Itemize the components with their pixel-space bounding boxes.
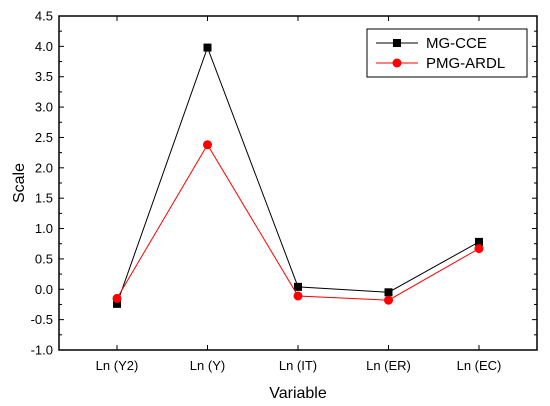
data-point-mg-cce — [384, 288, 393, 297]
y-tick-label: 3.0 — [35, 100, 53, 115]
y-tick-label: 4.5 — [35, 9, 53, 24]
legend-label-pmg-ardl: PMG-ARDL — [426, 55, 505, 72]
y-tick-label: 0.5 — [35, 251, 53, 266]
y-axis: -1.0 -0.5 0.0 0.5 1.0 1.5 2.0 2.5 3.0 3.5 4.0 4.5 — [31, 9, 537, 358]
series-line-pmg-ardl — [116, 143, 480, 301]
y-tick-label: 3.5 — [35, 69, 53, 84]
legend-marker-mg-cce — [393, 39, 401, 47]
data-point-pmg-ardl — [474, 244, 484, 254]
x-tick-label: Ln (Y2) — [96, 358, 139, 373]
data-point-mg-cce — [475, 237, 483, 246]
y-tick-label: -1.0 — [31, 343, 53, 358]
legend: MG-CCE PMG-ARDL — [366, 28, 528, 78]
y-tick-label: 1.5 — [35, 191, 53, 206]
series-layer — [112, 43, 484, 308]
data-point-mg-cce — [294, 282, 302, 291]
data-point-pmg-ardl — [384, 295, 393, 305]
y-tick-label: 4.0 — [35, 39, 53, 54]
y-tick-label: -0.5 — [31, 312, 53, 327]
legend-marker-pmg-ardl — [392, 58, 402, 68]
y-tick-label: 0.0 — [35, 282, 53, 297]
data-point-pmg-ardl — [112, 293, 122, 303]
legend-box — [366, 28, 528, 78]
x-tick-label: Ln (ER) — [366, 358, 411, 373]
x-tick-label: Ln (IT) — [279, 358, 317, 373]
x-axis: Ln (Y2) Ln (Y) Ln (IT) Ln (ER) Ln (EC) — [96, 16, 502, 373]
legend-label-mg-cce: MG-CCE — [426, 35, 487, 52]
y-axis-title: Scale — [11, 163, 28, 203]
x-tick-label: Ln (Y) — [190, 358, 225, 373]
x-tick-label: Ln (EC) — [457, 358, 502, 373]
data-point-mg-cce — [113, 299, 121, 308]
data-point-pmg-ardl — [293, 291, 303, 301]
data-point-mg-cce — [203, 43, 212, 52]
y-tick-label: 2.5 — [35, 130, 53, 145]
x-axis-title: Variable — [269, 385, 327, 402]
y-tick-label: 2.0 — [35, 160, 53, 175]
y-tick-label: 1.0 — [35, 221, 53, 236]
data-point-pmg-ardl — [203, 140, 212, 150]
series-line-mg-cce — [116, 46, 480, 305]
